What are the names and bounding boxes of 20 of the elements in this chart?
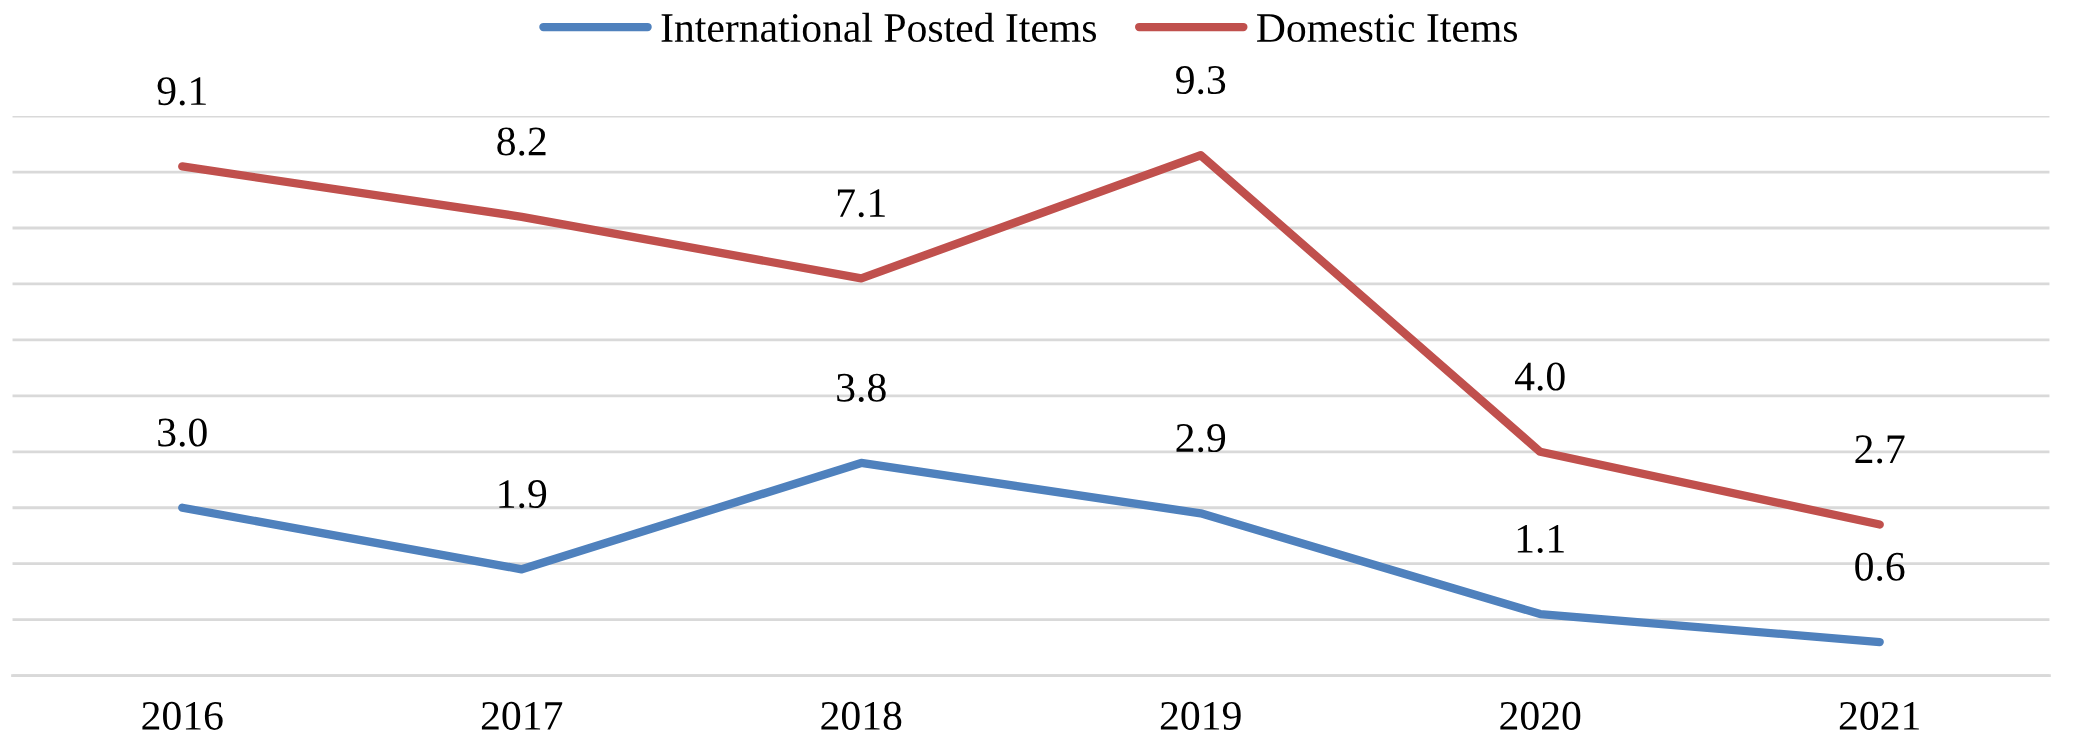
data-label: 4.0 bbox=[1514, 362, 1565, 391]
x-tick-label: 2021 bbox=[1839, 701, 1919, 730]
data-label: 9.3 bbox=[1176, 66, 1226, 95]
data-label: 8.2 bbox=[497, 127, 546, 156]
data-label: 2.7 bbox=[1855, 435, 1905, 464]
data-label: 3.8 bbox=[837, 373, 886, 402]
x-tick-label: 2016 bbox=[142, 701, 223, 730]
data-label: 3.0 bbox=[158, 418, 207, 447]
data-label: 1.1 bbox=[1517, 524, 1564, 553]
legend-label: Domestic Items bbox=[1257, 14, 1518, 43]
data-label: 1.9 bbox=[499, 480, 547, 509]
x-tick-label: 2019 bbox=[1160, 701, 1241, 730]
data-label: 7.1 bbox=[837, 189, 885, 218]
x-tick-label: 2020 bbox=[1500, 701, 1581, 730]
data-label: 9.1 bbox=[157, 77, 206, 106]
x-tick-label: 2017 bbox=[481, 701, 563, 730]
x-tick-label: 2018 bbox=[821, 701, 902, 730]
legend-label: International Posted Items bbox=[661, 12, 1096, 43]
data-label: 2.9 bbox=[1176, 424, 1226, 453]
data-label: 0.6 bbox=[1855, 552, 1905, 581]
